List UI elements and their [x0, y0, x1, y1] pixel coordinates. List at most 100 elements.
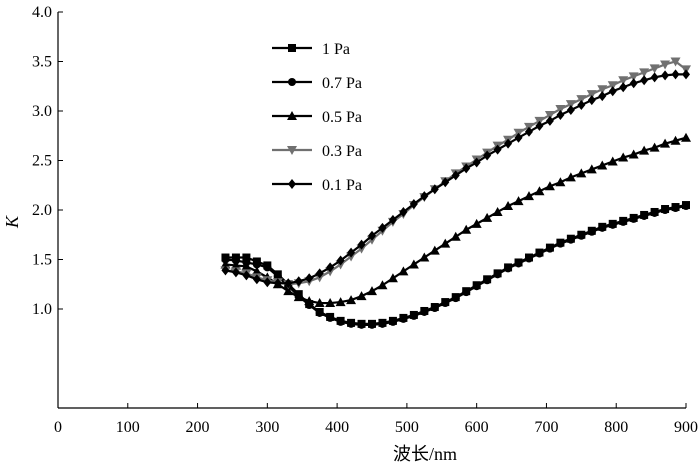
data-point	[294, 276, 303, 287]
legend: 1 Pa 0.7 Pa 0.5 Pa 0.3 Pa 0.1 Pa	[272, 41, 362, 194]
data-point	[503, 201, 514, 211]
data-point	[565, 100, 576, 110]
series-layer	[220, 57, 691, 329]
data-point	[639, 68, 650, 78]
y-tick-label: 4.0	[32, 4, 52, 21]
x-tick-label: 700	[534, 419, 558, 436]
legend-label: 0.7 Pa	[322, 75, 362, 92]
data-point	[357, 320, 366, 329]
data-point	[419, 252, 430, 262]
x-tick-label: 300	[255, 419, 279, 436]
series-2	[221, 202, 690, 329]
data-point	[483, 276, 492, 285]
data-point	[283, 286, 294, 296]
data-point	[388, 317, 397, 326]
x-axis-label: 波长/nm	[393, 444, 457, 464]
data-point	[535, 120, 544, 131]
data-point	[671, 204, 680, 213]
data-point	[661, 70, 670, 81]
data-point	[525, 126, 533, 137]
data-point	[367, 286, 377, 296]
data-point	[420, 191, 429, 202]
data-point	[368, 320, 376, 329]
data-point	[607, 81, 618, 91]
data-point	[671, 69, 680, 80]
data-point	[377, 280, 388, 290]
data-point	[660, 138, 671, 148]
y-tick-label: 2.5	[32, 153, 52, 170]
data-point	[545, 115, 554, 126]
data-point	[534, 186, 545, 196]
data-point	[577, 100, 586, 111]
data-point	[608, 220, 617, 229]
data-point	[566, 105, 575, 116]
data-point	[347, 319, 356, 328]
data-point	[649, 142, 660, 152]
data-point	[629, 214, 638, 223]
x-tick-label: 100	[116, 419, 140, 436]
data-point	[326, 313, 335, 322]
data-point	[586, 90, 597, 100]
data-point	[409, 311, 418, 320]
series-3	[220, 132, 691, 308]
data-point	[325, 298, 336, 308]
data-point	[524, 191, 534, 201]
data-point	[408, 259, 419, 269]
data-point	[305, 273, 314, 284]
data-point	[399, 314, 408, 323]
data-point	[597, 85, 608, 95]
data-point	[430, 184, 439, 195]
data-point	[252, 260, 261, 269]
data-point	[326, 262, 335, 273]
data-point	[293, 292, 304, 302]
x-tick-label: 800	[604, 419, 628, 436]
data-point	[535, 249, 544, 258]
data-point	[619, 82, 628, 93]
data-point	[598, 91, 607, 102]
data-point	[273, 278, 282, 289]
x-tick-label: 400	[325, 419, 349, 436]
y-tick-label: 1.5	[32, 252, 52, 269]
data-point	[347, 247, 356, 258]
data-point	[493, 270, 502, 279]
data-point	[597, 160, 608, 170]
data-point	[304, 296, 315, 306]
data-point	[462, 163, 471, 174]
data-point	[504, 264, 513, 273]
data-point	[565, 172, 576, 182]
data-point	[670, 57, 681, 67]
data-point	[315, 308, 324, 317]
data-point	[368, 230, 376, 241]
data-point	[315, 268, 324, 279]
data-point	[336, 255, 345, 266]
legend-entry: 0.3 Pa	[272, 143, 362, 160]
data-point	[670, 135, 681, 145]
x-tick-label: 500	[395, 419, 419, 436]
data-point	[409, 199, 418, 210]
legend-entry: 0.1 Pa	[272, 177, 362, 194]
data-point	[388, 214, 397, 225]
data-point	[618, 152, 629, 162]
data-point	[472, 282, 481, 291]
data-point	[607, 156, 618, 166]
data-point	[586, 164, 597, 174]
data-point	[335, 297, 346, 307]
data-point	[242, 253, 251, 262]
data-point	[336, 317, 345, 326]
data-point	[660, 60, 671, 70]
data-point	[242, 270, 251, 281]
data-point	[545, 244, 554, 253]
y-tick-label: 3.0	[32, 103, 52, 120]
data-point	[619, 217, 628, 226]
series-5	[221, 69, 690, 289]
data-point	[504, 138, 513, 149]
data-point	[556, 239, 565, 248]
data-point	[356, 291, 367, 301]
x-tick-label: 200	[186, 419, 210, 436]
legend-entry: 1 Pa	[272, 41, 350, 58]
data-point	[230, 260, 241, 270]
legend-marker	[287, 146, 297, 155]
data-point	[544, 181, 555, 191]
data-point	[241, 261, 252, 271]
legend-label: 1 Pa	[322, 41, 350, 58]
